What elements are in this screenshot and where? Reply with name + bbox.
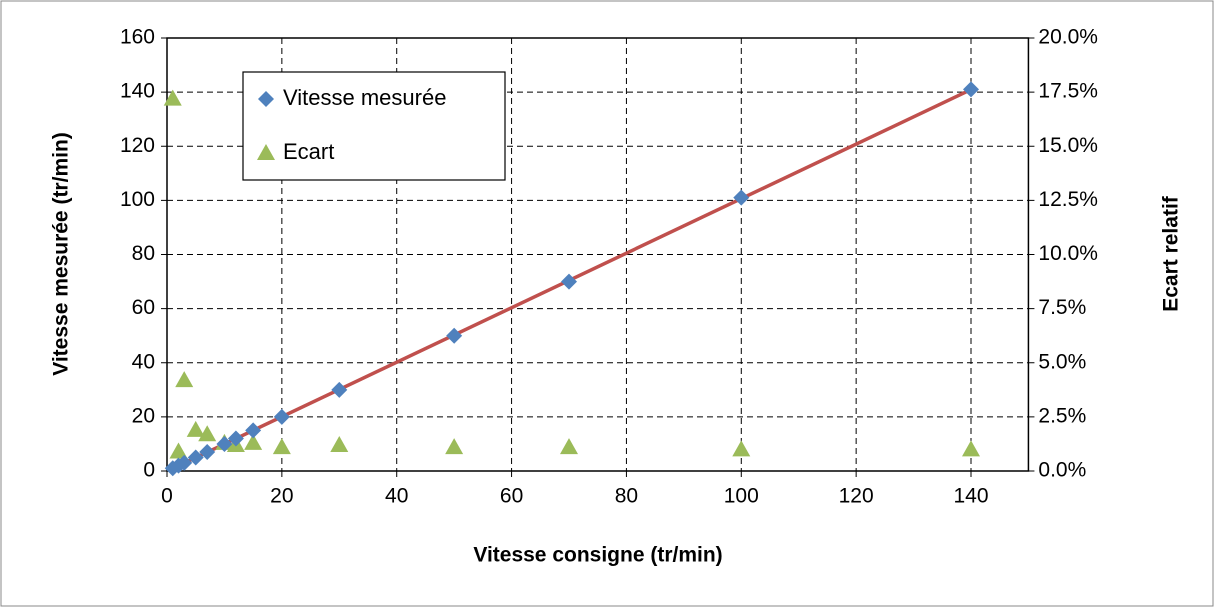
x-tick-label: 120 <box>839 485 874 508</box>
diamond-marker <box>227 430 244 447</box>
triangle-marker <box>163 89 182 106</box>
x-tick-label: 40 <box>385 485 408 508</box>
x-tick-label: 20 <box>270 485 293 508</box>
y-tick-label: 140 <box>120 80 155 103</box>
y-tick-label: 60 <box>132 296 155 319</box>
triangle-marker <box>732 440 751 457</box>
x-tick-label: 60 <box>500 485 523 508</box>
x-tick-label: 0 <box>161 485 173 508</box>
y-tick-label: 160 <box>120 26 155 49</box>
triangle-marker <box>330 436 349 453</box>
y-tick-label: 120 <box>120 134 155 157</box>
y2-tick-label: 10.0% <box>1038 242 1098 265</box>
triangle-marker <box>257 144 275 160</box>
y2-tick-label: 7.5% <box>1038 296 1086 319</box>
triangle-marker <box>198 425 217 442</box>
y2-tick-label: 20.0% <box>1038 26 1098 49</box>
legend-label: Ecart <box>283 139 334 164</box>
triangle-marker <box>244 433 263 450</box>
diamond-marker <box>245 422 262 439</box>
y2-tick-label: 12.5% <box>1038 188 1098 211</box>
diamond-marker <box>561 273 577 290</box>
x-tick-label: 140 <box>953 485 988 508</box>
y-axis-title: Vitesse mesurée (tr/min) <box>50 132 73 376</box>
diamond-marker <box>446 327 463 344</box>
triangle-marker <box>962 440 980 457</box>
diamond-marker <box>176 454 193 471</box>
legend-box <box>242 71 506 181</box>
y2-tick-label: 17.5% <box>1038 80 1098 103</box>
y2-tick-label: 0.0% <box>1038 459 1086 482</box>
diamond-marker <box>187 449 204 466</box>
triangle-marker <box>169 442 188 459</box>
diamond-marker <box>273 408 290 425</box>
y-tick-label: 0 <box>143 459 155 482</box>
y-tick-label: 80 <box>132 242 155 265</box>
diamond-marker <box>331 381 348 398</box>
y2-tick-label: 15.0% <box>1038 134 1098 157</box>
y-tick-label: 20 <box>132 404 155 427</box>
x-tick-label: 80 <box>615 485 638 508</box>
diamond-marker <box>963 81 979 98</box>
y2-tick-label: 2.5% <box>1038 404 1086 427</box>
y2-tick-label: 5.0% <box>1038 350 1086 373</box>
y2-axis-title: Ecart relatif <box>1160 195 1183 312</box>
triangle-marker <box>272 438 291 455</box>
plot-border <box>166 37 1030 472</box>
y-tick-label: 40 <box>132 350 155 373</box>
y-tick-label: 100 <box>120 188 155 211</box>
triangle-marker <box>560 438 578 455</box>
triangle-marker <box>186 420 205 437</box>
x-tick-label: 100 <box>724 485 759 508</box>
triangle-marker <box>175 371 194 388</box>
diamond-marker <box>216 435 233 452</box>
diamond-marker <box>199 444 216 461</box>
triangle-marker <box>445 438 464 455</box>
diamond-marker <box>733 189 750 206</box>
diamond-marker <box>258 91 274 107</box>
x-axis-title: Vitesse consigne (tr/min) <box>473 544 722 567</box>
legend-label: Vitesse mesurée <box>283 85 446 110</box>
